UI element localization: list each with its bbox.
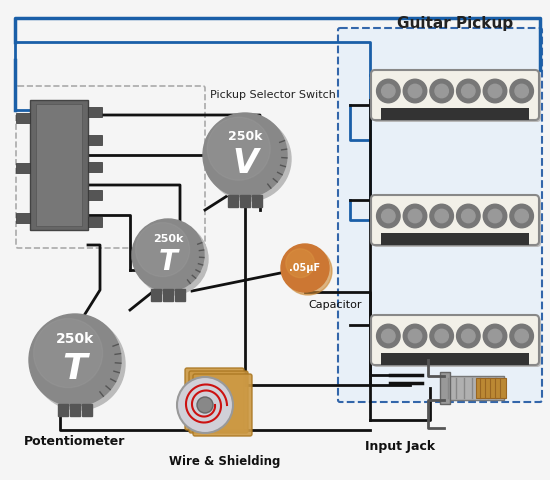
Bar — [16, 213, 30, 223]
Circle shape — [435, 329, 448, 343]
FancyBboxPatch shape — [373, 197, 541, 247]
Circle shape — [430, 324, 453, 348]
Circle shape — [34, 319, 103, 388]
Circle shape — [435, 209, 448, 223]
FancyBboxPatch shape — [189, 371, 248, 433]
FancyBboxPatch shape — [193, 374, 252, 436]
FancyBboxPatch shape — [371, 70, 539, 120]
Bar — [440, 372, 450, 404]
Circle shape — [286, 249, 315, 277]
Circle shape — [510, 324, 534, 348]
Circle shape — [382, 329, 395, 343]
Circle shape — [207, 117, 291, 201]
Circle shape — [461, 84, 475, 98]
FancyBboxPatch shape — [371, 195, 539, 245]
Circle shape — [430, 79, 453, 103]
Circle shape — [197, 397, 213, 413]
Circle shape — [377, 79, 400, 103]
Circle shape — [515, 209, 529, 223]
Circle shape — [461, 329, 475, 343]
Circle shape — [515, 329, 529, 343]
Circle shape — [456, 324, 480, 348]
FancyBboxPatch shape — [185, 368, 244, 430]
Bar — [381, 108, 529, 120]
Bar — [16, 163, 30, 173]
Bar — [16, 113, 30, 123]
FancyBboxPatch shape — [338, 28, 542, 402]
Bar — [381, 353, 529, 365]
Circle shape — [430, 204, 453, 228]
Bar — [88, 134, 102, 144]
Circle shape — [281, 244, 329, 292]
Bar — [88, 162, 102, 172]
Text: Wire & Shielding: Wire & Shielding — [169, 455, 280, 468]
Text: T: T — [63, 352, 87, 386]
Circle shape — [382, 209, 395, 223]
Circle shape — [488, 329, 502, 343]
Bar — [88, 107, 102, 117]
Circle shape — [284, 247, 332, 295]
FancyBboxPatch shape — [373, 72, 541, 122]
Text: Capacitor: Capacitor — [308, 300, 362, 310]
Circle shape — [408, 84, 422, 98]
Circle shape — [488, 209, 502, 223]
Text: 250k: 250k — [228, 130, 262, 143]
Circle shape — [461, 209, 475, 223]
Circle shape — [403, 79, 427, 103]
Circle shape — [33, 318, 125, 410]
Circle shape — [483, 79, 507, 103]
Bar — [70, 404, 80, 416]
Circle shape — [483, 204, 507, 228]
Circle shape — [456, 204, 480, 228]
Text: .05μF: .05μF — [289, 263, 321, 273]
Circle shape — [377, 204, 400, 228]
Text: 250k: 250k — [56, 332, 94, 346]
Circle shape — [488, 84, 502, 98]
Text: T: T — [158, 248, 178, 276]
Circle shape — [456, 79, 480, 103]
Circle shape — [510, 79, 534, 103]
Circle shape — [483, 324, 507, 348]
FancyBboxPatch shape — [371, 315, 539, 365]
Bar — [381, 233, 529, 245]
Bar — [82, 404, 92, 416]
FancyBboxPatch shape — [373, 317, 541, 367]
Bar — [58, 404, 68, 416]
Circle shape — [435, 84, 448, 98]
Circle shape — [136, 223, 190, 276]
Bar — [30, 100, 88, 230]
Circle shape — [403, 324, 427, 348]
Circle shape — [203, 113, 287, 197]
Bar — [88, 190, 102, 200]
Bar — [163, 289, 173, 301]
Circle shape — [510, 204, 534, 228]
Bar — [151, 289, 161, 301]
Bar — [88, 217, 102, 227]
Text: 250k: 250k — [153, 234, 183, 244]
Text: V: V — [232, 147, 258, 180]
Circle shape — [207, 117, 270, 180]
Circle shape — [408, 329, 422, 343]
Circle shape — [136, 223, 208, 295]
Bar — [36, 104, 82, 226]
Bar — [252, 195, 262, 207]
Circle shape — [132, 219, 204, 291]
Bar — [444, 376, 504, 400]
Bar — [228, 195, 238, 207]
Text: Guitar Pickup: Guitar Pickup — [397, 16, 513, 31]
Circle shape — [177, 377, 233, 433]
Circle shape — [377, 324, 400, 348]
Text: Pickup Selector Switch: Pickup Selector Switch — [210, 90, 336, 100]
Bar — [240, 195, 250, 207]
Circle shape — [515, 84, 529, 98]
Circle shape — [403, 204, 427, 228]
Circle shape — [382, 84, 395, 98]
Text: Potentiometer: Potentiometer — [24, 435, 126, 448]
Circle shape — [29, 314, 121, 406]
Circle shape — [408, 209, 422, 223]
Text: Input Jack: Input Jack — [365, 440, 435, 453]
Bar — [476, 378, 506, 398]
Bar — [175, 289, 185, 301]
